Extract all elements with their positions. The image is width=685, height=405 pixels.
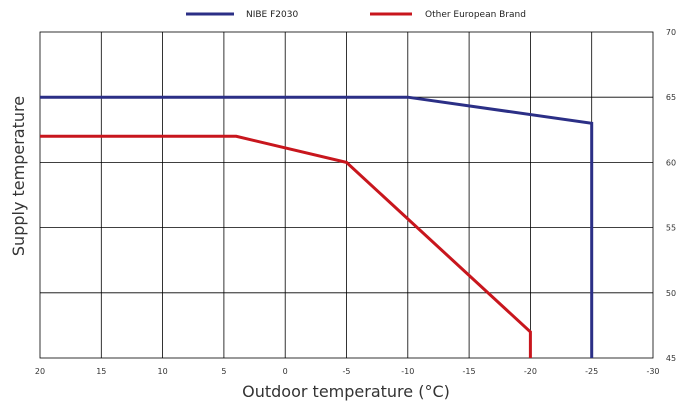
x-tick-label: 0 <box>283 367 288 376</box>
series-line-other-european-brand <box>40 134 532 358</box>
series-lines <box>40 95 594 358</box>
y-tick-label: 45 <box>666 354 676 363</box>
x-tick-label: 10 <box>158 367 168 376</box>
y-tick-label: 55 <box>666 224 676 233</box>
x-axis-title: Outdoor temperature (°C) <box>242 382 450 401</box>
legend: NIBE F2030 Other European Brand <box>186 10 526 20</box>
y-tick-label: 50 <box>666 289 676 298</box>
legend-label-nibe: NIBE F2030 <box>246 10 298 20</box>
x-tick-label: 15 <box>96 367 106 376</box>
y-tick-label: 60 <box>666 158 676 167</box>
y-tick-label: 65 <box>666 93 676 102</box>
legend-label-other: Other European Brand <box>425 10 526 20</box>
x-tick-label: -20 <box>524 367 537 376</box>
x-tick-label: -10 <box>401 367 414 376</box>
x-tick-label: 20 <box>35 367 45 376</box>
plot-frame <box>39 31 654 359</box>
series-line-nibe-f2030 <box>40 95 594 358</box>
y-tick-labels: 45 50 55 60 65 70 <box>666 28 676 363</box>
x-tick-label: -5 <box>343 367 351 376</box>
x-tick-labels: 20 15 10 5 0 -5 -10 -15 -20 -25 -30 <box>35 367 660 376</box>
x-tick-label: -30 <box>646 367 659 376</box>
x-tick-label: -15 <box>463 367 476 376</box>
x-tick-label: -25 <box>585 367 598 376</box>
x-tick-label: 5 <box>221 367 226 376</box>
y-axis-title: Supply temperature <box>9 96 28 256</box>
grid <box>40 32 653 358</box>
y-tick-label: 70 <box>666 28 676 37</box>
